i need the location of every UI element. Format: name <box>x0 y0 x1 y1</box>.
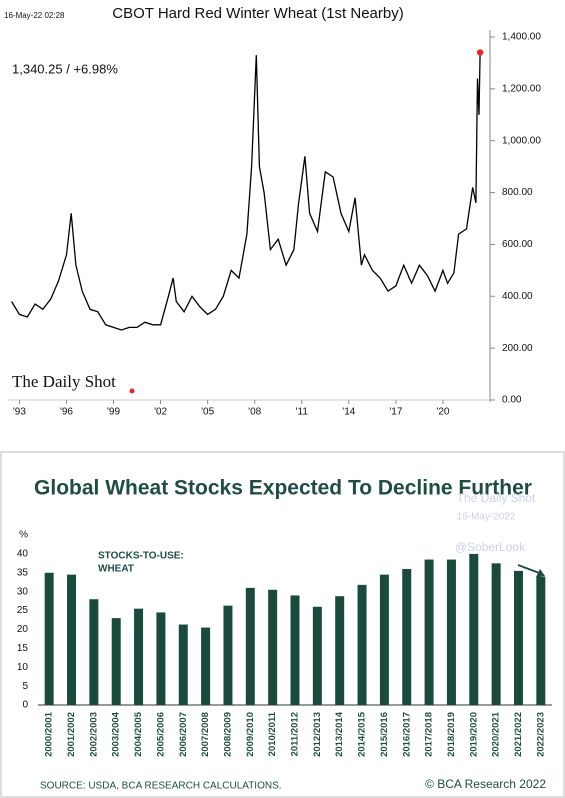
x-tick-label: 2001/2002 <box>66 712 77 757</box>
bar <box>201 627 211 705</box>
y-tick-label: 5 <box>22 681 28 692</box>
bar <box>536 576 546 705</box>
x-tick-label: 2003/2004 <box>111 711 122 757</box>
bar <box>44 572 54 705</box>
x-tick-label: '17 <box>389 407 402 418</box>
y-tick-label: 10 <box>17 662 29 673</box>
y-tick-label: 200.00 <box>502 343 533 354</box>
bar <box>379 574 389 705</box>
chart-title: Global Wheat Stocks Expected To Decline … <box>34 477 532 500</box>
watermark: The Daily Shot <box>12 372 116 391</box>
bar <box>513 570 523 705</box>
x-tick-label: '20 <box>436 407 449 418</box>
y-tick-label: 0 <box>22 700 28 711</box>
y-tick-label: 1,000.00 <box>502 135 541 146</box>
arrow-head <box>536 569 545 577</box>
y-tick-label: 600.00 <box>502 239 533 250</box>
y-tick-label: 40 <box>17 549 29 560</box>
y-tick-label: 0.00 <box>502 395 522 406</box>
x-tick-label: 2019/2020 <box>468 712 479 757</box>
arrow <box>517 564 543 575</box>
x-tick-label: 2007/2008 <box>200 712 211 757</box>
watermark-handle: @SoberLook <box>455 540 526 554</box>
watermark: The Daily Shot <box>457 491 536 505</box>
copyright: © BCA Research 2022 <box>425 777 546 791</box>
x-tick-label: 2004/2005 <box>133 711 144 757</box>
source: SOURCE: USDA, BCA RESEARCH CALCULATIONS. <box>40 781 282 792</box>
x-tick-label: '08 <box>248 407 261 418</box>
series-label: WHEAT <box>98 564 134 575</box>
x-tick-label: 2011/2012 <box>290 712 301 756</box>
watermark-date: 16-May-2022 <box>457 512 516 523</box>
y-tick-label: 25 <box>17 605 29 616</box>
x-tick-label: '11 <box>296 407 309 418</box>
bar <box>111 618 121 705</box>
bar <box>402 569 412 705</box>
chart-title: CBOT Hard Red Winter Wheat (1st Nearby) <box>112 5 403 22</box>
bar <box>446 559 456 705</box>
bar <box>357 584 367 705</box>
y-tick-label: 800.00 <box>502 187 533 198</box>
x-tick-label: 2014/2015 <box>357 711 368 757</box>
x-tick-label: 2016/2017 <box>401 712 412 757</box>
bar <box>491 563 501 705</box>
y-tick-label: 20 <box>17 624 29 635</box>
y-tick-label: 400.00 <box>502 291 533 302</box>
price-line <box>11 52 481 331</box>
y-tick-label: % <box>19 530 28 541</box>
y-tick-label: 30 <box>17 586 29 597</box>
bar <box>223 605 233 705</box>
x-tick-label: '93 <box>13 407 26 418</box>
x-tick-label: '02 <box>154 407 167 418</box>
x-tick-label: '99 <box>107 407 120 418</box>
x-tick-label: 2017/2018 <box>424 712 435 757</box>
x-tick-label: 2006/2007 <box>178 712 189 757</box>
bar <box>335 596 345 705</box>
x-tick-label: 2018/2019 <box>446 712 457 757</box>
y-tick-label: 1,200.00 <box>502 83 541 94</box>
last-value: 1,340.25 / +6.98% <box>12 61 118 76</box>
bar <box>67 574 77 705</box>
y-tick-label: 1,400.00 <box>502 32 541 43</box>
x-tick-label: 2009/2010 <box>245 712 256 757</box>
y-tick-label: 15 <box>17 643 29 654</box>
x-tick-label: 2012/2013 <box>312 712 323 757</box>
x-tick-label: '96 <box>60 407 73 418</box>
logo-dot <box>129 388 135 394</box>
x-tick-label: 2020/2021 <box>491 711 502 757</box>
bar <box>245 587 255 705</box>
timestamp: 16-May-22 02:28 <box>4 11 65 20</box>
bar <box>312 606 322 705</box>
bar <box>290 595 300 705</box>
x-tick-label: 2010/2011 <box>267 711 278 756</box>
x-tick-label: '05 <box>201 407 214 418</box>
x-tick-label: 2002/2003 <box>88 712 99 757</box>
bar <box>178 624 188 705</box>
bar <box>469 553 479 705</box>
x-tick-label: 2015/2016 <box>379 712 390 757</box>
x-tick-label: 2021/2022 <box>513 712 524 757</box>
bar <box>89 599 99 705</box>
chart-1-bg <box>0 0 565 430</box>
x-tick-label: 2008/2009 <box>222 712 233 757</box>
bar <box>134 608 144 705</box>
x-tick-label: 2013/2014 <box>334 711 345 757</box>
bar <box>424 559 434 705</box>
series-label: STOCKS-TO-USE: <box>98 551 184 562</box>
bar <box>156 612 166 705</box>
bar <box>268 589 278 705</box>
y-tick-label: 35 <box>17 567 29 578</box>
x-tick-label: '14 <box>342 407 355 418</box>
last-point <box>476 49 484 56</box>
x-tick-label: 2000/2001 <box>44 711 55 757</box>
x-tick-label: 2022/2023 <box>535 712 546 757</box>
x-tick-label: 2005/2006 <box>155 712 166 757</box>
